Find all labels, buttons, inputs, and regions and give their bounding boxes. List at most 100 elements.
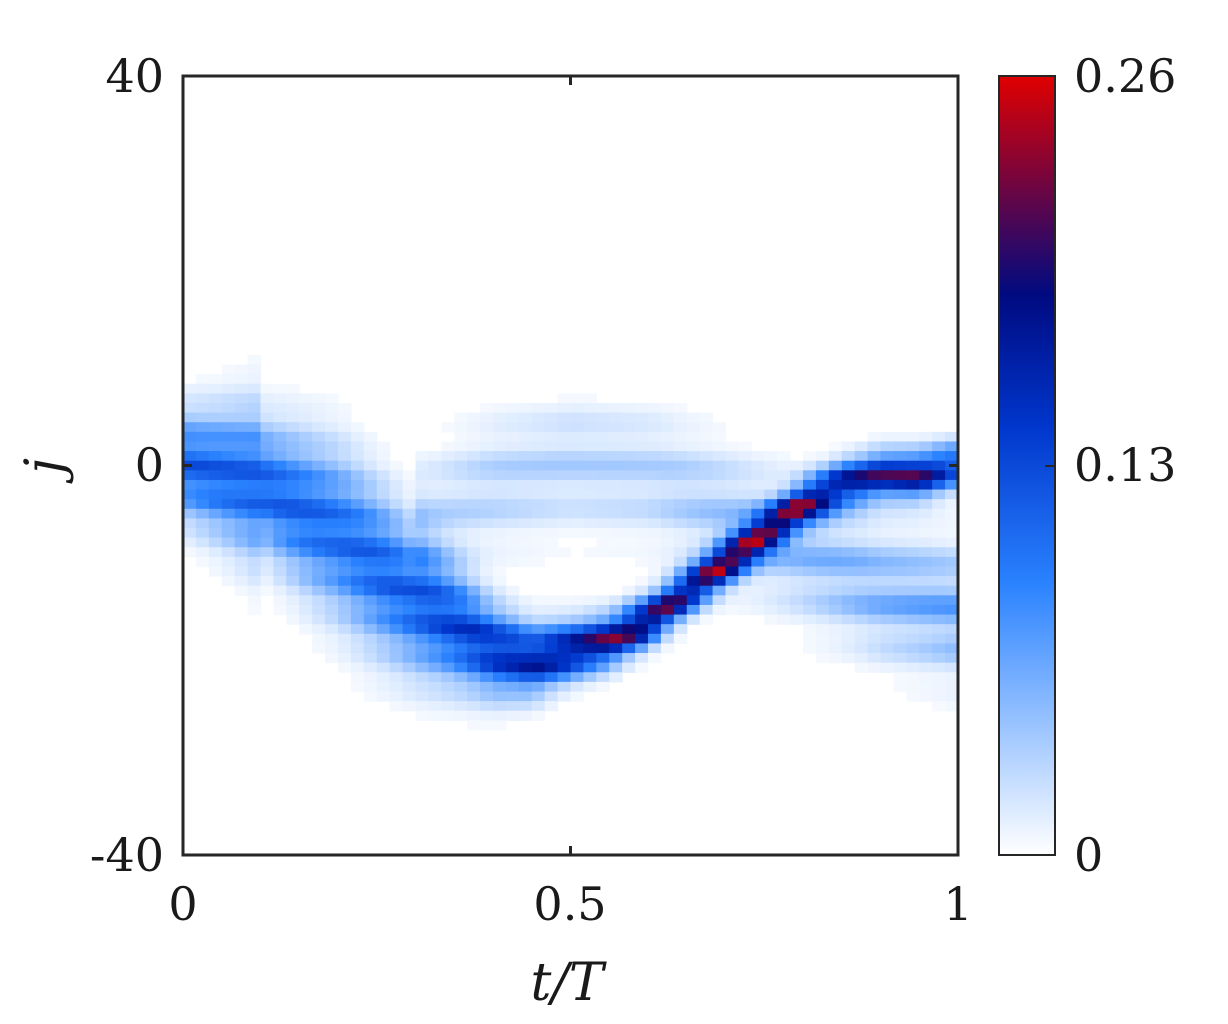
- heatmap-cell: [480, 672, 494, 683]
- heatmap-cell: [945, 470, 958, 481]
- heatmap-cell: [363, 566, 378, 577]
- heatmap-cell: [828, 566, 843, 577]
- heatmap-cell: [454, 681, 468, 693]
- heatmap-cell: [712, 422, 727, 433]
- heatmap-cell: [635, 470, 649, 481]
- heatmap-cell: [635, 633, 649, 645]
- heatmap-cell: [777, 460, 791, 471]
- heatmap-cell: [312, 441, 326, 452]
- heatmap-cell: [880, 489, 895, 500]
- heatmap-cell: [325, 595, 339, 606]
- heatmap-cell: [544, 499, 559, 510]
- heatmap-cell: [738, 479, 752, 491]
- heatmap-cell: [919, 528, 933, 539]
- heatmap-cell: [815, 595, 830, 606]
- heatmap-cell: [260, 556, 275, 568]
- heatmap-cell: [480, 604, 494, 616]
- heatmap-cell: [325, 528, 339, 539]
- heatmap-cell: [648, 422, 662, 433]
- heatmap-cell: [441, 624, 455, 635]
- heatmap-cell: [376, 499, 391, 510]
- heatmap-cell: [402, 701, 417, 712]
- heatmap-cell: [880, 528, 895, 539]
- heatmap-cell: [480, 518, 494, 529]
- heatmap-cell: [402, 643, 417, 654]
- heatmap-cell: [583, 460, 597, 471]
- heatmap-cell: [828, 470, 843, 481]
- heatmap-cell: [208, 431, 223, 443]
- heatmap-cell: [480, 653, 494, 664]
- heatmap-cell: [363, 585, 378, 596]
- heatmap-cell: [854, 653, 869, 664]
- heatmap-cell: [428, 460, 442, 471]
- heatmap-cell: [441, 633, 455, 645]
- heatmap-cell: [467, 508, 481, 519]
- heatmap-cell: [273, 441, 287, 452]
- heatmap-cell: [609, 489, 623, 500]
- heatmap-cell: [919, 672, 933, 683]
- heatmap-cell: [350, 537, 365, 548]
- heatmap-cell: [350, 672, 365, 683]
- heatmap-cell: [725, 537, 740, 548]
- heatmap-cell: [841, 614, 856, 625]
- heatmap-cell: [932, 431, 946, 443]
- heatmap-cell: [686, 528, 701, 539]
- heatmap-cell: [221, 364, 236, 375]
- heatmap-cell: [570, 431, 585, 443]
- heatmap-cell: [932, 508, 946, 519]
- heatmap-cell: [906, 681, 920, 693]
- heatmap-cell: [699, 451, 714, 462]
- heatmap-cell: [402, 566, 417, 577]
- heatmap-cell: [299, 604, 313, 616]
- heatmap-cell: [312, 576, 326, 587]
- heatmap-cell: [854, 595, 869, 606]
- heatmap-cell: [415, 479, 430, 491]
- heatmap-cell: [260, 441, 275, 452]
- heatmap-cell: [570, 422, 585, 433]
- heatmap-cell: [493, 653, 507, 664]
- heatmap-cell: [505, 431, 520, 443]
- heatmap-cell: [505, 595, 520, 606]
- heatmap-cell: [880, 547, 895, 558]
- heatmap-cell: [648, 614, 662, 625]
- heatmap-cell: [583, 508, 597, 519]
- heatmap-cell: [751, 604, 765, 616]
- heatmap-cell: [299, 479, 313, 491]
- heatmap-cell: [945, 595, 958, 606]
- heatmap-cell: [493, 460, 507, 471]
- heatmap-cell: [376, 556, 391, 568]
- heatmap-cell: [350, 604, 365, 616]
- heatmap-cell: [945, 479, 958, 491]
- heatmap-cell: [518, 556, 533, 568]
- heatmap-cell: [480, 528, 494, 539]
- heatmap-cell: [583, 547, 597, 558]
- heatmap-cell: [402, 537, 417, 548]
- heatmap-cells: [183, 354, 958, 731]
- heatmap-cell: [454, 499, 468, 510]
- heatmap-cell: [557, 451, 572, 462]
- heatmap-cell: [570, 451, 585, 462]
- heatmap-cell: [312, 643, 326, 654]
- heatmap-cell: [583, 681, 597, 693]
- heatmap-cell: [712, 479, 727, 491]
- heatmap-cell: [325, 653, 339, 664]
- heatmap-cell: [622, 604, 636, 616]
- heatmap-cell: [841, 595, 856, 606]
- heatmap-cell: [635, 585, 649, 596]
- heatmap-cell: [673, 479, 688, 491]
- heatmap-cell: [338, 460, 352, 471]
- heatmap-cell: [841, 604, 856, 616]
- heatmap-cell: [751, 470, 765, 481]
- heatmap-cell: [467, 431, 481, 443]
- heatmap-cell: [880, 614, 895, 625]
- heatmap-cell: [312, 585, 326, 596]
- heatmap-cell: [583, 402, 597, 414]
- heatmap-cell: [338, 576, 352, 587]
- heatmap-cell: [363, 595, 378, 606]
- heatmap-cell: [208, 422, 223, 433]
- heatmap-cell: [880, 585, 895, 596]
- heatmap-cell: [505, 537, 520, 548]
- heatmap-cell: [247, 383, 262, 394]
- heatmap-cell: [622, 479, 636, 491]
- heatmap-cell: [376, 537, 391, 548]
